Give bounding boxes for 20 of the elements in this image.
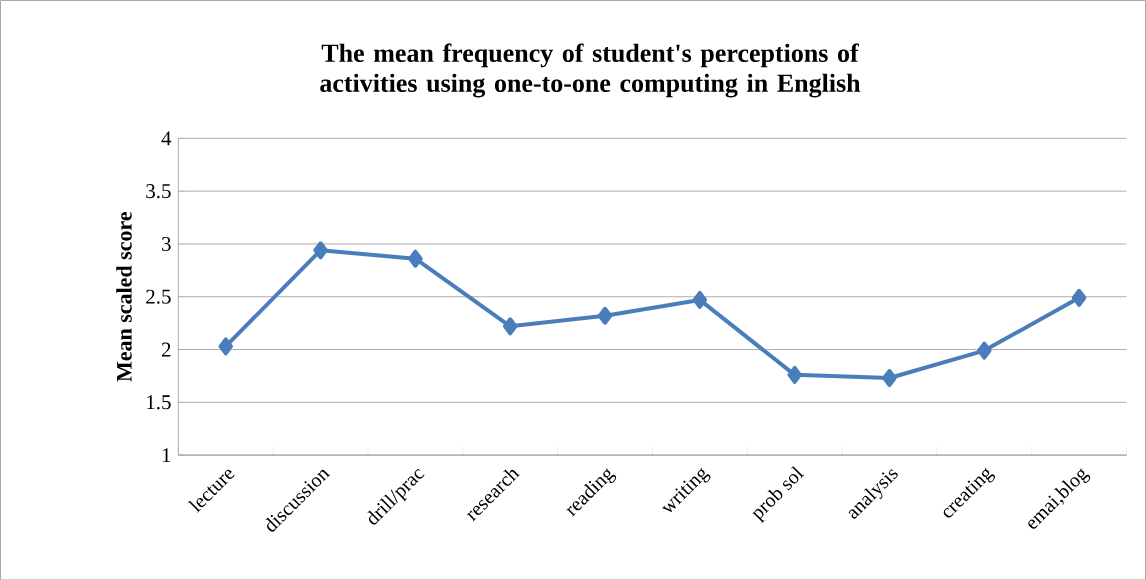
point	[408, 249, 423, 268]
point	[882, 368, 897, 387]
y-tick-label: 2	[161, 342, 171, 357]
y-tick-label: 4	[161, 131, 172, 146]
point	[692, 290, 708, 309]
point	[218, 337, 234, 356]
point	[977, 341, 992, 360]
x-tick-label: prob sol	[752, 465, 805, 524]
point	[1071, 288, 1087, 307]
y-tick-label: 1	[162, 447, 171, 462]
y-tick-label: 3.5	[146, 183, 171, 199]
point	[787, 365, 802, 384]
point	[597, 306, 613, 325]
point	[502, 317, 518, 336]
y-tick-label: 2.5	[146, 289, 171, 304]
chart-title: The mean frequency of student's perceptions of activities using one-to-one computing in English	[320, 43, 861, 98]
y-tick-label: 3	[162, 236, 171, 251]
point	[313, 241, 328, 260]
y-axis-title: Mean scaled score	[116, 211, 132, 382]
y-tick-label: 1.5	[147, 395, 171, 410]
